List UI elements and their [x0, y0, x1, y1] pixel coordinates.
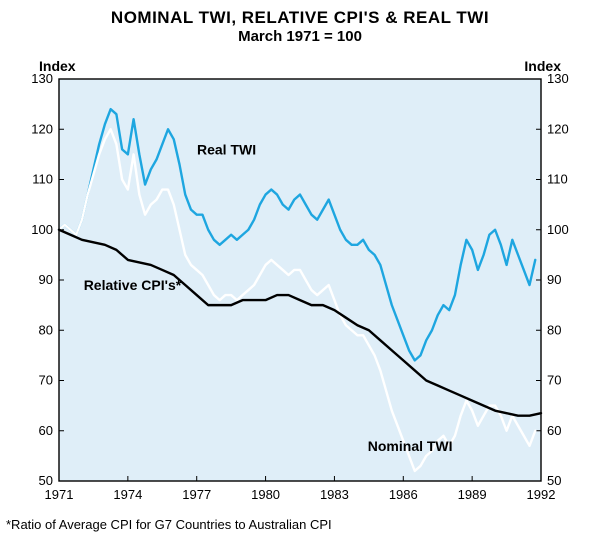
svg-text:1986: 1986: [389, 487, 418, 502]
svg-text:80: 80: [39, 322, 53, 337]
svg-text:1974: 1974: [113, 487, 142, 502]
svg-text:70: 70: [39, 373, 53, 388]
svg-text:Nominal TWI: Nominal TWI: [368, 438, 453, 454]
svg-text:120: 120: [31, 121, 53, 136]
svg-text:110: 110: [32, 172, 53, 187]
svg-text:100: 100: [31, 222, 53, 237]
svg-text:Index: Index: [39, 58, 76, 74]
svg-text:50: 50: [547, 473, 561, 488]
svg-text:70: 70: [547, 373, 561, 388]
chart-footnote: *Ratio of Average CPI for G7 Countries t…: [0, 513, 600, 532]
svg-text:1977: 1977: [182, 487, 211, 502]
svg-text:60: 60: [547, 423, 561, 438]
svg-text:1989: 1989: [458, 487, 487, 502]
svg-text:1983: 1983: [320, 487, 349, 502]
chart-subtitle: March 1971 = 100: [0, 28, 600, 45]
svg-text:100: 100: [547, 222, 569, 237]
svg-text:1992: 1992: [527, 487, 556, 502]
svg-text:1980: 1980: [251, 487, 280, 502]
svg-text:120: 120: [547, 121, 569, 136]
chart-title: NOMINAL TWI, RELATIVE CPI'S & REAL TWI: [0, 0, 600, 28]
svg-text:Real TWI: Real TWI: [197, 141, 256, 157]
line-chart: 5050606070708080909010010011011012012013…: [7, 49, 593, 511]
svg-text:90: 90: [547, 272, 561, 287]
svg-text:80: 80: [547, 322, 561, 337]
svg-text:Index: Index: [524, 58, 561, 74]
svg-text:Relative CPI's*: Relative CPI's*: [84, 277, 182, 293]
svg-text:1971: 1971: [45, 487, 74, 502]
svg-text:110: 110: [547, 172, 568, 187]
svg-text:60: 60: [39, 423, 53, 438]
svg-text:50: 50: [39, 473, 53, 488]
svg-text:90: 90: [39, 272, 53, 287]
